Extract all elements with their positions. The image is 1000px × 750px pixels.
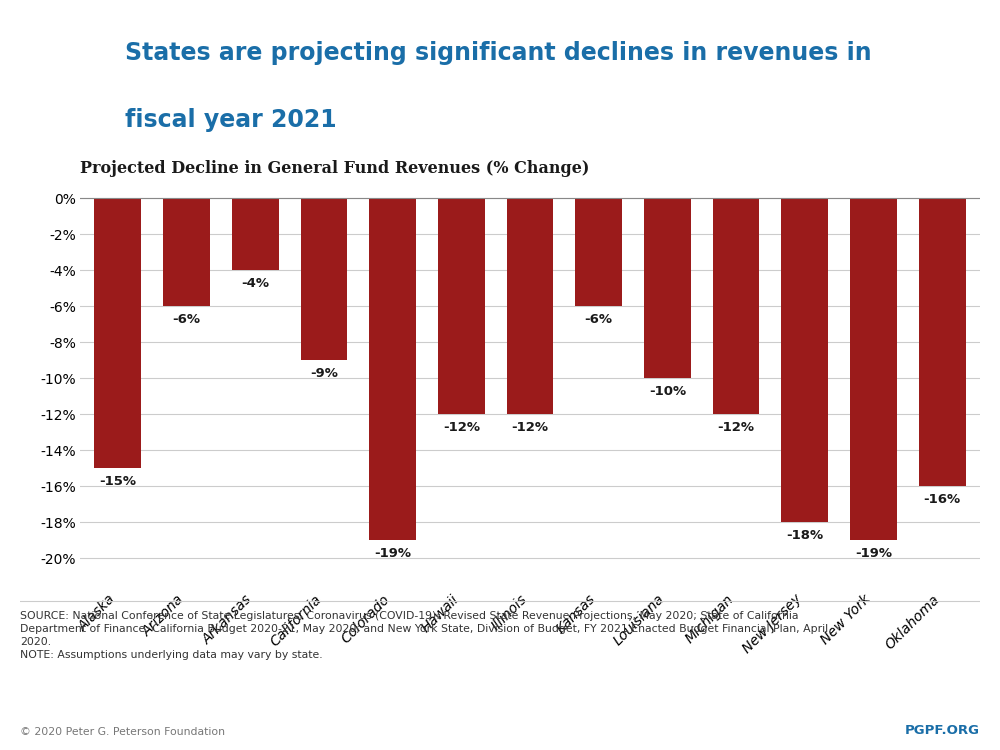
Bar	[575, 198, 622, 306]
Text: Projected Decline in General Fund Revenues (% Change): Projected Decline in General Fund Revenu…	[80, 160, 589, 177]
Text: SOURCE: National Conference of State Legislatures, Coronavirus (COVID-19): Revis: SOURCE: National Conference of State Leg…	[20, 610, 828, 661]
Text: -12%: -12%	[718, 422, 755, 434]
Text: -6%: -6%	[172, 314, 200, 326]
Text: -19%: -19%	[374, 548, 411, 560]
Bar	[301, 198, 347, 360]
Text: -6%: -6%	[585, 314, 613, 326]
Text: FOUNDATION: FOUNDATION	[41, 118, 94, 124]
Text: © 2020 Peter G. Peterson Foundation: © 2020 Peter G. Peterson Foundation	[20, 727, 225, 736]
Bar	[438, 198, 485, 414]
Bar	[369, 198, 416, 540]
Text: -12%: -12%	[511, 422, 548, 434]
Text: fiscal year 2021: fiscal year 2021	[125, 108, 337, 132]
Bar	[232, 198, 279, 270]
Text: -19%: -19%	[855, 548, 892, 560]
Text: States are projecting significant declines in revenues in: States are projecting significant declin…	[125, 40, 872, 64]
Text: PGPF.ORG: PGPF.ORG	[905, 724, 980, 736]
Bar	[781, 198, 828, 522]
Bar	[644, 198, 691, 378]
Text: PETER G.: PETER G.	[43, 87, 92, 98]
Text: -4%: -4%	[241, 278, 269, 290]
Bar	[713, 198, 759, 414]
Text: -15%: -15%	[99, 476, 136, 488]
Text: PETERSON: PETERSON	[38, 102, 97, 112]
Bar	[94, 198, 141, 468]
Bar	[507, 198, 553, 414]
Polygon shape	[44, 28, 91, 62]
Text: -10%: -10%	[649, 386, 686, 398]
Polygon shape	[53, 62, 82, 85]
Text: -18%: -18%	[786, 530, 823, 542]
Bar	[163, 198, 210, 306]
Text: -12%: -12%	[443, 422, 480, 434]
Bar	[919, 198, 966, 486]
Bar	[850, 198, 897, 540]
Text: -9%: -9%	[310, 368, 338, 380]
Text: -16%: -16%	[924, 494, 961, 506]
